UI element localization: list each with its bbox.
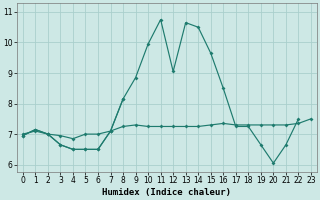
X-axis label: Humidex (Indice chaleur): Humidex (Indice chaleur) [102, 188, 231, 197]
